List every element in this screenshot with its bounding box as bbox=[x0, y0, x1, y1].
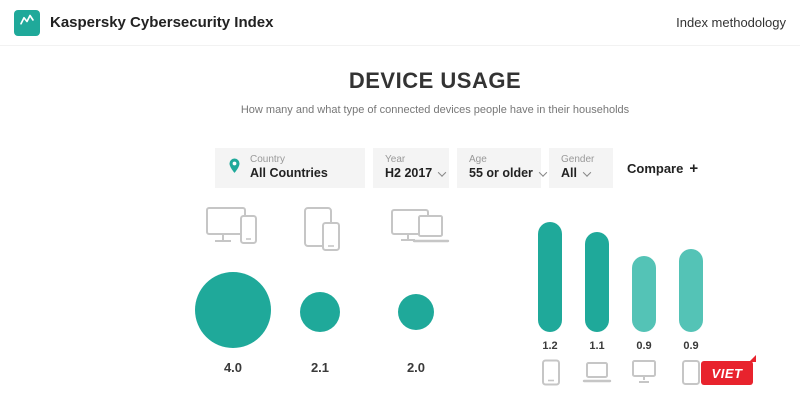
year-filter[interactable]: Year H2 2017 bbox=[373, 148, 449, 188]
year-filter-label: Year bbox=[385, 153, 406, 165]
top-bar: Kaspersky Cybersecurity Index Index meth… bbox=[0, 0, 800, 46]
compare-button[interactable]: Compare + bbox=[627, 160, 698, 177]
bubble-value: 2.1 bbox=[310, 360, 330, 375]
country-filter-value: All Countries bbox=[250, 166, 328, 181]
age-filter[interactable]: Age 55 or older bbox=[457, 148, 548, 188]
index-methodology-link[interactable]: Index methodology bbox=[676, 15, 786, 30]
desktop-and-laptop-icon bbox=[388, 206, 450, 259]
bar-value: 0.9 bbox=[636, 340, 652, 352]
chevron-down-icon bbox=[538, 168, 548, 178]
bar-laptop bbox=[585, 232, 609, 332]
bar-tablet bbox=[679, 249, 703, 332]
compare-label: Compare bbox=[627, 161, 684, 176]
viet-watermark-text: VIET bbox=[711, 365, 743, 381]
fold-corner-icon bbox=[749, 355, 756, 362]
bubble-desktop-laptop bbox=[398, 294, 434, 330]
computer-and-smartphone-icon bbox=[203, 203, 263, 260]
bar-value: 0.9 bbox=[683, 340, 699, 352]
plus-icon: + bbox=[689, 160, 699, 177]
country-filter-label: Country bbox=[250, 153, 286, 165]
laptop-icon bbox=[582, 361, 612, 390]
country-filter[interactable]: Country All Countries bbox=[215, 148, 365, 188]
gender-filter-label: Gender bbox=[561, 153, 595, 165]
year-filter-value: H2 2017 bbox=[385, 166, 433, 181]
smartphone-icon bbox=[540, 359, 562, 391]
gender-filter-value: All bbox=[561, 166, 577, 181]
tablet-icon bbox=[681, 359, 701, 391]
bar-desktop-monitor bbox=[632, 256, 656, 332]
page-title: DEVICE USAGE bbox=[348, 68, 522, 93]
brand-title: Kaspersky Cybersecurity Index bbox=[50, 14, 274, 31]
bubble-computer-smartphone bbox=[195, 272, 271, 348]
age-filter-value: 55 or older bbox=[469, 166, 533, 181]
page-subtitle: How many and what type of connected devi… bbox=[240, 104, 630, 116]
tablet-and-smartphone-icon bbox=[300, 204, 344, 259]
kaspersky-logo[interactable] bbox=[14, 9, 40, 36]
chevron-down-icon bbox=[582, 168, 592, 178]
bubble-value: 2.0 bbox=[406, 360, 426, 375]
bubble-tablet-smartphone bbox=[300, 292, 340, 332]
bar-value: 1.1 bbox=[589, 340, 605, 352]
chart-line-icon bbox=[18, 11, 36, 34]
location-pin-icon bbox=[227, 157, 242, 180]
title-block: DEVICE USAGE How many and what type of c… bbox=[70, 68, 800, 116]
bubble-value: 4.0 bbox=[223, 360, 243, 375]
viet-watermark-badge: VIET bbox=[701, 355, 756, 385]
monitor-icon bbox=[631, 359, 657, 391]
bar-value: 1.2 bbox=[542, 340, 558, 352]
age-filter-label: Age bbox=[469, 153, 487, 165]
gender-filter[interactable]: Gender All bbox=[549, 148, 613, 188]
bar-smartphone bbox=[538, 222, 562, 332]
chevron-down-icon bbox=[438, 168, 447, 178]
